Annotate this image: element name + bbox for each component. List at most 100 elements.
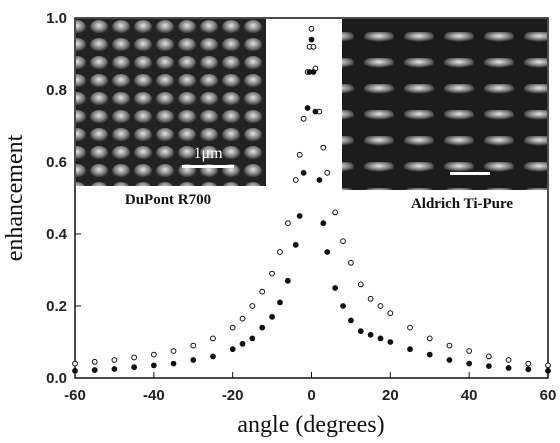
data-point — [367, 295, 374, 302]
data-point — [269, 313, 275, 320]
data-point — [210, 335, 216, 342]
sem-image-left — [76, 19, 266, 186]
data-point — [387, 310, 394, 317]
data-point — [332, 285, 339, 291]
data-point — [324, 169, 331, 176]
data-point — [72, 360, 78, 367]
data-point — [316, 177, 323, 183]
data-point — [426, 351, 433, 358]
data-point — [505, 365, 512, 371]
y-tick-label: 0.8 — [46, 82, 67, 99]
sem-image-right — [342, 19, 547, 190]
data-point — [277, 299, 283, 306]
data-point — [340, 303, 346, 309]
x-tick-label: -40 — [143, 387, 165, 404]
y-tick-label: 1.0 — [46, 10, 67, 27]
scale-label: 1μm — [193, 145, 223, 162]
data-point — [505, 357, 512, 363]
data-point — [300, 169, 307, 176]
data-point — [249, 335, 256, 342]
data-point — [407, 324, 413, 331]
data-point — [324, 249, 331, 255]
data-point — [296, 213, 303, 219]
data-point — [239, 315, 246, 322]
data-point — [170, 360, 177, 367]
data-point — [150, 362, 157, 369]
data-point — [131, 354, 138, 361]
data-point — [131, 364, 138, 371]
data-point — [277, 249, 283, 255]
x-tick-label: 0 — [307, 387, 315, 404]
data-point — [525, 366, 532, 373]
y-tick-label: 0.4 — [46, 226, 68, 243]
x-tick-label: 40 — [461, 387, 478, 404]
x-tick-label: -20 — [222, 387, 244, 404]
data-point — [229, 346, 236, 353]
data-point — [111, 366, 118, 372]
data-point — [446, 342, 453, 349]
data-point — [340, 238, 346, 245]
scale-bar — [450, 172, 490, 175]
x-tick-label: -60 — [64, 387, 86, 404]
y-tick-label: 0.2 — [46, 298, 67, 315]
data-point — [210, 353, 216, 360]
data-point — [72, 367, 78, 374]
data-point — [485, 353, 492, 360]
data-point — [190, 342, 197, 349]
data-point — [292, 177, 299, 183]
inset-label: Aldrich Ti-Pure — [411, 196, 513, 212]
data-point — [525, 360, 532, 367]
data-point — [308, 36, 315, 43]
data-point — [150, 351, 157, 358]
data-point — [426, 335, 433, 342]
data-point — [367, 331, 374, 338]
data-point — [348, 259, 354, 266]
data-point — [259, 288, 266, 295]
data-point — [357, 328, 364, 335]
data-point — [545, 367, 551, 374]
data-point — [170, 348, 177, 354]
data-point — [312, 108, 319, 115]
data-point — [284, 220, 291, 227]
data-point — [485, 363, 492, 370]
data-point — [320, 144, 327, 151]
x-tick-label: 60 — [540, 387, 557, 404]
data-point — [466, 348, 473, 354]
data-point — [296, 151, 303, 158]
y-tick-label: 0.6 — [46, 154, 67, 171]
y-axis-label: enhancement — [2, 134, 28, 261]
data-point — [284, 277, 291, 284]
data-point — [308, 25, 315, 32]
data-point — [466, 360, 473, 367]
inset-label: DuPont R700 — [125, 192, 211, 208]
data-point — [357, 281, 364, 288]
data-point — [91, 367, 98, 373]
data-point — [304, 105, 311, 111]
data-point — [407, 346, 413, 353]
data-point — [387, 339, 394, 345]
data-point — [310, 69, 317, 75]
data-point — [292, 241, 299, 248]
data-point — [239, 340, 246, 347]
data-point — [310, 43, 317, 50]
data-point — [348, 317, 354, 324]
sem-insets: 1μm DuPont R700 Aldrich Ti-Pure — [76, 19, 547, 212]
data-point — [111, 357, 118, 363]
data-point — [377, 303, 384, 309]
data-point — [300, 115, 307, 122]
data-point — [249, 303, 256, 309]
x-tick-label: 20 — [382, 387, 399, 404]
data-point — [190, 357, 197, 363]
x-axis-label: angle (degrees) — [237, 412, 384, 438]
scale-bar — [182, 165, 234, 168]
y-tick-label: 0.0 — [46, 370, 67, 387]
data-point — [91, 358, 98, 365]
data-point — [229, 324, 236, 331]
data-point — [259, 324, 266, 331]
data-point — [377, 335, 384, 342]
data-point — [446, 357, 453, 363]
data-point — [332, 209, 339, 216]
data-point — [269, 270, 275, 277]
data-point — [320, 220, 327, 227]
